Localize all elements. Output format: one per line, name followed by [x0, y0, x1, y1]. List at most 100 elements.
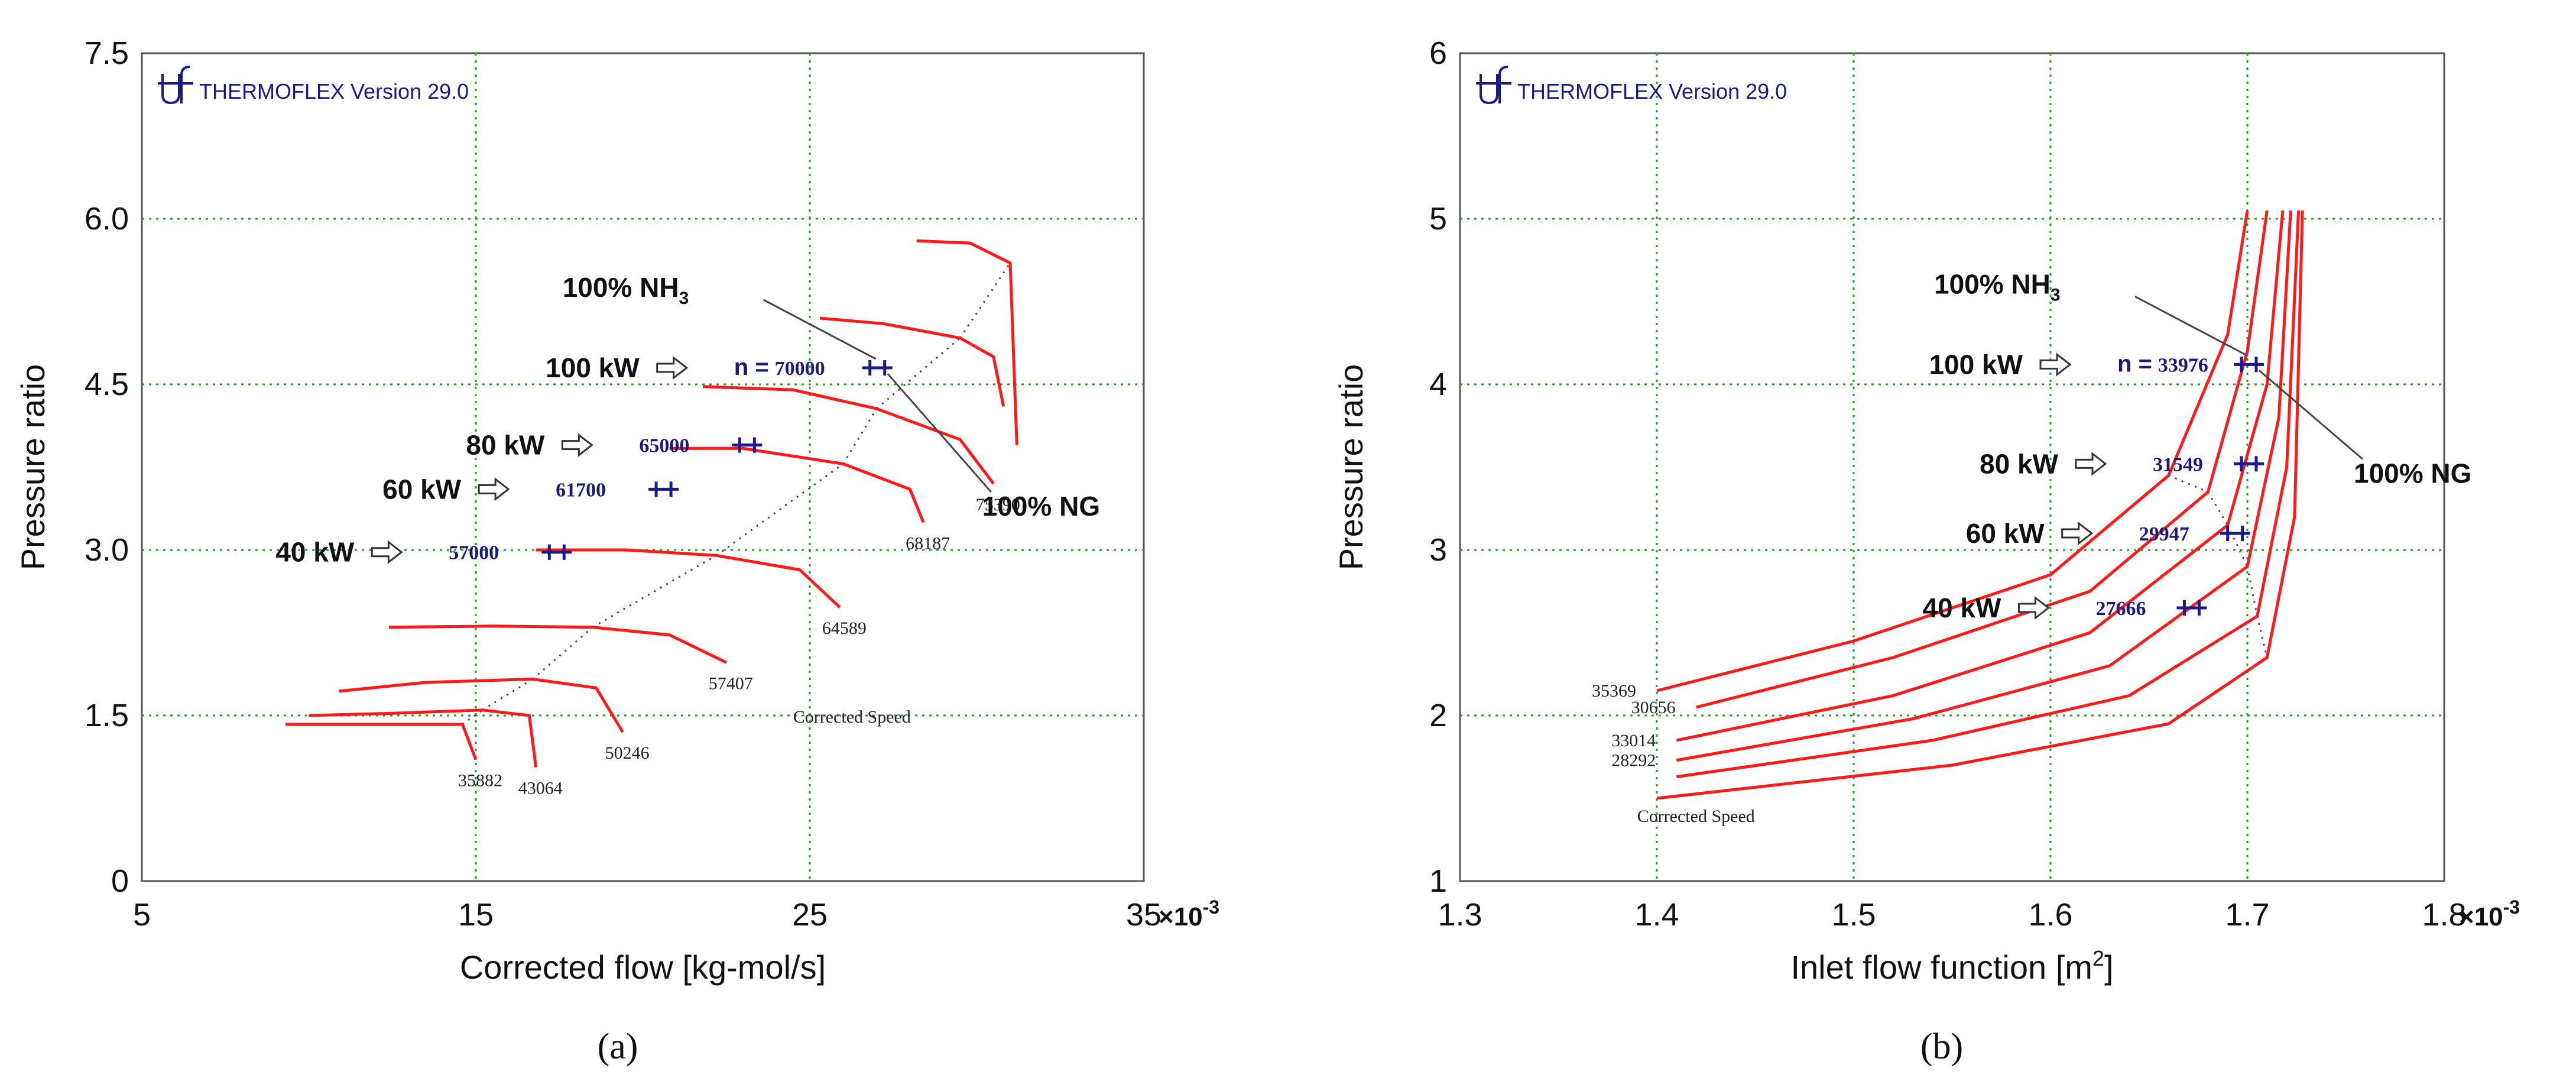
operating-speed-label: 57000 [449, 542, 499, 564]
x-multiplier-exp: -3 [1203, 896, 1219, 918]
y-tick-label: 0 [111, 863, 129, 899]
x-axis-label-end: ] [2104, 948, 2114, 986]
load-label: 100 kW [546, 352, 640, 383]
panel-b: 1.3 1.4 1.5 1.6 1.7 1.8 1 2 3 4 5 6 ×10-3 Inlet flow … [1332, 35, 2520, 1067]
right-hollow-arrow-icon [656, 355, 689, 380]
x-tick-label: 35 [1126, 897, 1162, 933]
speed-line-label: 64589 [822, 619, 867, 638]
operating-speed-label: 61700 [556, 479, 606, 501]
speed-line [1676, 210, 2292, 762]
speed-line [536, 548, 841, 608]
x-tick-label: 15 [458, 897, 494, 933]
speed-line-label: 30656 [1631, 698, 1676, 717]
fuel-label-nh3: 100% NH3 [1934, 268, 2061, 305]
speed-line [1656, 210, 2249, 692]
panel-caption: (b) [1920, 1027, 1963, 1067]
x-tick-label: 1.4 [1634, 897, 1679, 933]
right-hollow-arrow-icon [561, 433, 593, 457]
operating-point-marker [2176, 600, 2192, 616]
operating-point-marker [648, 481, 664, 497]
panel-caption: (a) [598, 1027, 638, 1067]
operating-point-marker [732, 437, 748, 453]
speed-line-label: 35369 [1592, 681, 1636, 701]
operating-point-marker [2234, 357, 2250, 373]
y-tick-label: 4 [1429, 367, 1447, 402]
software-label: THERMOFLEX Version 29.0 [1517, 79, 1787, 103]
fuel-label-nh3-sub: 3 [679, 289, 689, 308]
speed-line-label: 33014 [1611, 731, 1656, 750]
operating-speed-label: n = 70000 [734, 354, 825, 380]
operating-point-marker [862, 360, 878, 375]
dotted-link [959, 262, 1011, 339]
right-hollow-arrow-icon [2017, 595, 2050, 620]
speed-line [916, 239, 1018, 445]
speed-line-label: 50246 [605, 743, 650, 763]
y-tick-label: 7.5 [85, 35, 129, 71]
speed-line [819, 316, 1005, 407]
x-tick-label: 1.6 [2028, 897, 2072, 933]
speed-line [1656, 210, 2304, 800]
operating-speed-label: 29947 [2139, 523, 2189, 545]
y-tick-label: 3 [1429, 532, 1447, 568]
leader-line [887, 373, 992, 493]
fuel-label-nh3: 100% NH3 [563, 272, 689, 308]
panel-a: 5 15 25 35 0 1.5 3.0 4.5 6.0 7.5 ×10-3 Corrected fl… [14, 35, 1219, 1067]
logo-glyph [1476, 66, 1511, 105]
leader-line [763, 299, 877, 360]
thermoflex-logo-icon [158, 66, 193, 105]
speed-prefix: n = [2117, 351, 2152, 377]
speed-line-label: 68187 [906, 533, 950, 553]
speed-line [309, 708, 538, 768]
operating-speed-label: 27666 [2095, 598, 2146, 620]
right-hollow-arrow-icon [2061, 521, 2094, 546]
leader-line [2259, 370, 2363, 460]
y-tick-label: 1 [1429, 863, 1447, 899]
x-multiplier: ×10-3 [1159, 896, 1219, 931]
thermoflex-logo-icon [1476, 66, 1511, 105]
y-axis-label: Pressure ratio [14, 364, 51, 571]
x-tick-label: 5 [133, 897, 151, 933]
x-tick-label: 1.5 [1831, 897, 1876, 933]
dotted-link [592, 555, 717, 628]
logo-glyph [158, 66, 193, 105]
y-tick-label: 2 [1429, 698, 1447, 733]
x-tick-label: 1.8 [2422, 897, 2466, 933]
y-axis-label: Pressure ratio [1332, 364, 1370, 571]
operating-point-marker [2220, 526, 2236, 541]
operating-point-marker [2234, 456, 2250, 472]
x-multiplier: ×10-3 [2459, 896, 2520, 931]
operating-point-marker [663, 481, 679, 497]
dotted-link [2246, 566, 2259, 617]
right-hollow-arrow-icon [478, 477, 510, 501]
x-tick-label: 1.3 [1438, 897, 1482, 933]
load-label: 40 kW [275, 537, 355, 568]
operating-point-marker [2234, 526, 2250, 541]
load-label: 60 kW [382, 474, 462, 504]
x-axis-label-sup: 2 [2092, 946, 2104, 970]
operating-dotted-lines [462, 262, 1011, 726]
plot-frame [1459, 52, 2445, 882]
y-tick-label: 5 [1429, 201, 1447, 237]
speed-line [703, 385, 995, 485]
fuel-label-nh3-sub: 3 [2051, 285, 2061, 305]
load-label: 80 kW [1980, 448, 2059, 479]
x-axis-label: Inlet flow function [m2] [1790, 946, 2113, 986]
y-tick-label: 6.0 [85, 201, 129, 237]
operating-point-marker [556, 544, 572, 560]
x-tick-label: 25 [792, 897, 828, 933]
operating-point-marker [877, 360, 893, 375]
y-tick-label: 6 [1429, 35, 1447, 71]
operating-point-marker [541, 544, 557, 560]
x-axis-label: Corrected flow [kg-mol/s] [460, 948, 826, 986]
speed-prefix: n = [734, 354, 769, 380]
speed-line-label: 28292 [1611, 751, 1656, 771]
dotted-link [715, 463, 844, 556]
y-tick-label: 1.5 [85, 698, 129, 733]
x-multiplier-exp: -3 [2503, 896, 2520, 918]
speed-line [1676, 210, 2285, 742]
operating-point-marker [2249, 357, 2264, 373]
speed-line [1676, 210, 2301, 779]
right-hollow-arrow-icon [2039, 352, 2072, 377]
